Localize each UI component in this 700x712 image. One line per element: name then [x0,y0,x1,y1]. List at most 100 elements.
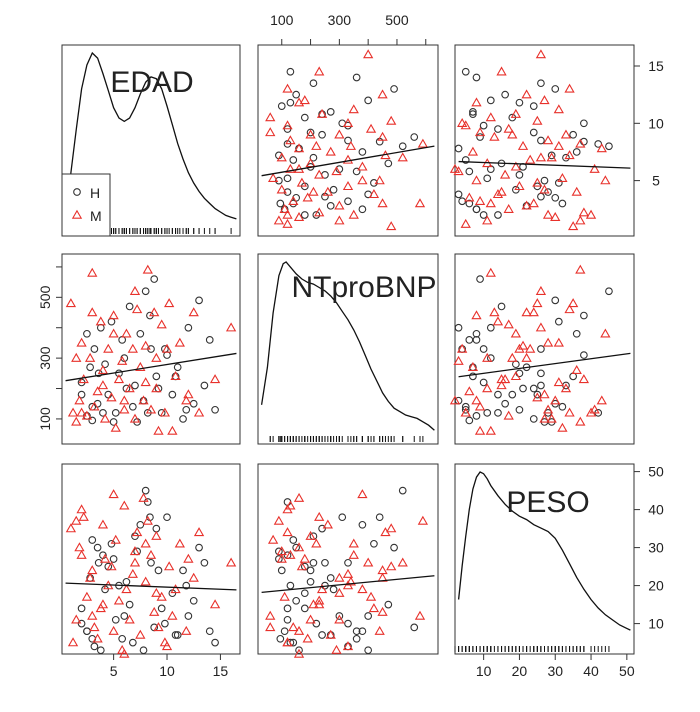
point-M [293,143,305,153]
point-H [306,566,315,575]
point-H [533,390,542,399]
point-H [182,405,191,414]
point-M [363,557,374,567]
point-H [77,619,86,628]
panel-frame-0-2 [454,44,635,237]
point-H [384,600,393,609]
point-H [295,646,303,655]
point-M [293,648,305,658]
point-M [153,425,164,435]
panels-layer: EDAD NTproBNP PESO HM [61,44,635,658]
point-M [225,322,237,332]
point-M [507,352,518,362]
point-M [342,641,354,651]
point-M [311,140,322,150]
point-M [507,129,518,139]
point-M [78,511,89,521]
point-H [118,634,127,643]
point-H [398,486,407,495]
point-H [179,566,187,575]
point-H [125,302,134,311]
point-H [580,311,588,320]
point-H [318,524,326,533]
point-M [386,523,397,533]
point-H [90,642,99,651]
point-M [386,221,397,231]
point-H [171,631,180,639]
point-M [299,95,310,105]
point-M [183,389,194,399]
point-M [474,195,486,205]
point-M [65,523,77,533]
point-M [293,625,305,635]
point-H [306,128,315,137]
point-M [161,343,173,353]
point-M [276,546,287,556]
point-H [318,130,326,139]
point-M [564,83,575,93]
point-M [345,576,357,586]
point-H [515,98,524,107]
point-M [108,625,119,635]
point-H [141,287,150,296]
point-M [164,561,175,571]
point-M [135,629,146,639]
point-H [551,193,560,202]
panel-frame-1-2 [454,253,635,445]
point-M [305,530,316,540]
point-M [282,120,293,130]
y-tick-label-EDAD: 10 [648,115,664,131]
point-M [585,407,597,417]
x-tick-label-NTproBNP: 100 [270,12,294,28]
point-H [143,498,152,506]
point-M [377,606,388,616]
point-M [296,561,308,571]
point-H [515,405,524,414]
y-tick-label-NTproBNP: 500 [37,285,53,309]
point-H [494,125,502,133]
point-H [109,555,118,563]
point-M [78,374,89,384]
point-H [537,136,545,145]
point-H [286,67,295,76]
point-M [471,175,482,185]
point-M [273,515,285,525]
point-M [496,380,507,390]
point-M [149,606,160,616]
point-H [283,604,292,613]
point-M [503,319,514,329]
point-H [540,176,549,185]
panel-frame-2-1 [257,463,439,655]
point-H [551,85,560,93]
point-H [338,513,347,522]
point-M [542,404,554,414]
x-tick-label-EDAD: 5 [110,663,118,679]
point-H [173,363,182,372]
point-M [334,129,345,139]
point-M [449,163,461,173]
point-M [282,209,293,219]
point-M [97,599,109,609]
point-H [358,148,367,156]
point-M [267,173,279,183]
point-M [596,395,607,405]
point-M [293,492,305,502]
point-M [377,198,388,208]
point-M [571,186,582,196]
point-M [342,154,354,164]
point-M [314,599,325,609]
point-M [296,177,308,187]
point-H [136,329,145,338]
point-M [285,135,296,145]
point-M [575,215,586,225]
point-M [188,307,199,317]
point-M [348,209,359,219]
point-M [209,374,221,384]
point-M [575,138,586,148]
point-M [334,200,345,210]
y-tick-label-PESO: 20 [648,578,664,594]
point-H [479,378,488,387]
point-M [92,633,103,643]
point-H [572,329,581,338]
point-H [312,619,321,628]
